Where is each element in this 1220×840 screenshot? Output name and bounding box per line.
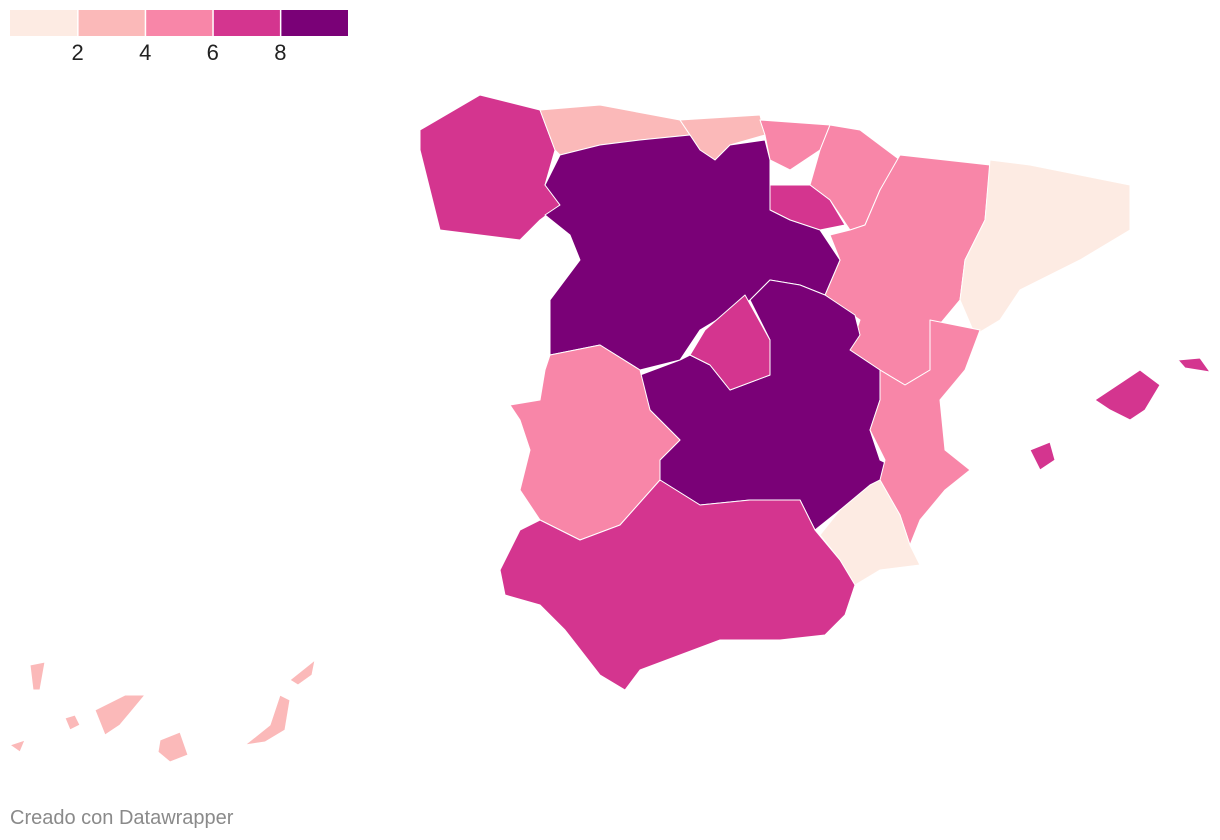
region — [1029, 441, 1056, 471]
region — [244, 694, 291, 746]
legend-tick-label: 4 — [139, 40, 151, 65]
legend-swatch — [213, 10, 281, 36]
legend-swatch — [281, 10, 348, 36]
legend-tick-label: 6 — [207, 40, 219, 65]
region — [289, 659, 316, 686]
footer: Creado con Datawrapper — [10, 807, 234, 829]
legend-tick-label: 2 — [71, 40, 83, 65]
region — [419, 94, 561, 241]
legend-swatch — [146, 10, 213, 36]
region — [64, 714, 81, 731]
region — [29, 661, 46, 691]
regions — [9, 94, 1211, 763]
region — [9, 739, 26, 753]
region — [157, 731, 189, 763]
region — [1177, 357, 1211, 373]
region — [94, 694, 146, 736]
region — [689, 294, 771, 391]
legend-swatch — [10, 10, 78, 36]
legend: 2 4 6 8 — [10, 10, 348, 65]
region — [959, 159, 1131, 336]
region — [499, 479, 856, 691]
legend-tick-label: 8 — [274, 40, 286, 65]
legend-swatch — [78, 10, 146, 36]
region — [1094, 369, 1161, 421]
